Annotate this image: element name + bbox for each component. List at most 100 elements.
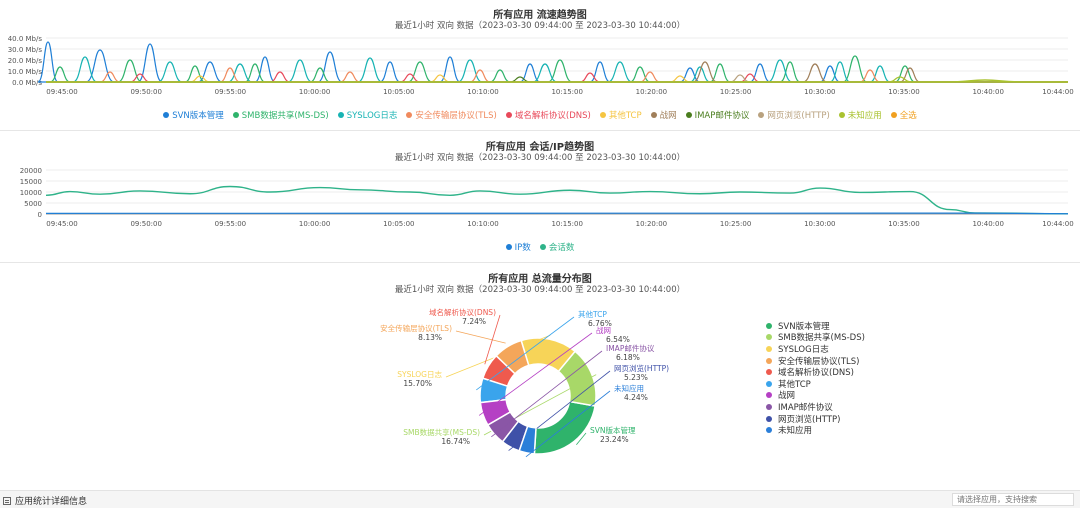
detail-title-text: 应用统计详细信息 [15,497,88,507]
detail-title[interactable]: 应用统计详细信息 [3,494,87,507]
pie-legend-label: 网页浏览(HTTP) [778,414,841,425]
pie-legend-item[interactable]: SMB数据共享(MS-DS) [766,332,865,344]
flow-x-tick: 10:15:00 [551,88,582,96]
divider-2 [0,262,1080,263]
flow-legend-label: 全选 [899,111,917,121]
flow-legend-item[interactable]: SVN版本管理 [163,109,224,121]
flow-legend-item[interactable]: IMAP邮件协议 [685,109,749,121]
legend-dot-icon [163,112,170,118]
pie-legend-label: SYSLOG日志 [778,344,829,355]
flow-legend-item[interactable]: 安全传输层协议(TLS) [406,109,497,121]
session-x-tick: 10:30:00 [804,220,835,228]
pie-legend-label: IMAP邮件协议 [778,402,833,413]
session-legend-item[interactable]: IP数 [505,241,531,253]
pie-label-line [484,314,501,365]
flow-x-tick: 10:20:00 [636,88,667,96]
pie-legend-item[interactable]: 安全传输层协议(TLS) [766,355,865,367]
pie-slice-pct: 8.13% [418,333,442,342]
pie-legend-item[interactable]: 战网 [766,390,865,401]
pie-chart-legend: SVN版本管理 SMB数据共享(MS-DS) SYSLOG日志 安全传输层协议(TLS… [766,320,865,436]
pie-legend-item[interactable]: 网页浏览(HTTP) [766,413,865,425]
pie-legend-item[interactable]: SYSLOG日志 [766,343,865,355]
pie-legend-label: 域名解析协议(DNS) [778,368,854,379]
pie-label-line [455,330,506,344]
session-legend-label: 会话数 [548,243,575,253]
flow-legend-item[interactable]: SMB数据共享(MS-DS) [232,109,329,121]
pie-label-line [478,332,593,416]
flow-legend-item[interactable]: 未知应用 [838,109,882,121]
legend-dot-icon [337,112,344,118]
session-chart-plot[interactable]: 20000 15000 10000 5000 0 09:45:00 09:50:00 09:5… [0,164,1080,234]
flow-series-line [37,41,1068,83]
pie-slice[interactable] [518,425,537,455]
session-y-tick: 15000 [20,178,42,186]
pie-legend-item[interactable]: 域名解析协议(DNS) [766,366,865,378]
pie-slice-pct: 6.18% [616,353,640,362]
session-x-tick: 10:35:00 [888,220,919,228]
flow-legend-item[interactable]: 其他TCP [599,109,642,121]
pie-legend-item[interactable]: 其他TCP [766,378,865,390]
pie-chart-subtitle: 最近1小时 双向 数据（2023-03-30 09:44:00 至 2023-0… [394,285,686,295]
flow-legend-item[interactable]: 域名解析协议(DNS) [505,109,591,121]
flow-legend-label: SVN版本管理 [172,111,224,121]
flow-y-tick: 30.0 Mb/s [8,46,43,54]
flow-y-tick: 20.0 Mb/s [8,57,43,65]
flow-series-line [46,71,1068,83]
app-search-input[interactable] [952,493,1074,506]
flow-legend-item[interactable]: 网页浏览(HTTP) [758,109,830,121]
session-chart-subtitle: 最近1小时 双向 数据（2023-03-30 09:44:00 至 2023-0… [394,153,686,163]
pie-legend-item[interactable]: 未知应用 [766,424,865,436]
pie-slice-label: 网页浏览(HTTP) [614,363,669,373]
flow-y-tick: 40.0 Mb/s [8,35,43,43]
pie-legend-label: SVN版本管理 [778,321,830,332]
session-legend-label: IP数 [514,243,531,253]
flow-x-tick: 10:10:00 [467,88,498,96]
flow-legend-label: 网页浏览(HTTP) [767,111,830,121]
flow-y-tick: 10.0 Mb/s [8,68,43,76]
legend-dot-icon [838,112,845,118]
flow-chart-plot[interactable]: 40.0 Mb/s 30.0 Mb/s 20.0 Mb/s 10.0 Mb/s 0.0 … [0,32,1080,102]
flow-x-tick: 10:35:00 [888,88,919,96]
pie-slice-label: IMAP邮件协议 [606,343,655,353]
session-y-tick: 10000 [20,189,42,197]
flow-legend-item[interactable]: 战网 [650,109,677,121]
flow-x-tick: 10:00:00 [299,88,330,96]
pie-slice-label: SYSLOG日志 [397,369,442,379]
legend-dot-icon [766,427,772,434]
flow-legend-label: 其他TCP [608,111,642,121]
flow-series-line [46,55,1068,83]
flow-legend-item[interactable]: SYSLOG日志 [337,109,397,121]
session-x-tick: 10:00:00 [299,220,330,228]
legend-dot-icon [766,415,772,422]
flow-legend-label: 未知应用 [847,111,882,121]
flow-chart-title: 所有应用 流速趋势图 [493,10,587,21]
flow-x-tick: 10:05:00 [383,88,414,96]
flow-y-tick: 0.0 Mb/s [12,79,42,87]
session-chart-legend: IP数 会话数 [0,241,1080,253]
pie-slice-label: 其他TCP [578,309,607,319]
pie-legend-label: 安全传输层协议(TLS) [778,356,860,367]
pie-legend-item[interactable]: IMAP邮件协议 [766,401,865,413]
flow-x-tick: 09:50:00 [130,88,161,96]
legend-dot-icon [232,112,239,118]
pie-slice-pct: 7.24% [462,317,486,326]
legend-dot-icon [766,369,772,376]
flow-legend-item[interactable]: 全选 [890,109,917,121]
pie-slice-pct: 6.54% [606,335,630,344]
flow-trend-panel: 所有应用 流速趋势图 最近1小时 双向 数据（2023-03-30 09:44:… [0,0,1080,128]
session-x-tick: 10:20:00 [636,220,667,228]
flow-x-tick: 10:30:00 [804,88,835,96]
flow-chart-subtitle: 最近1小时 双向 数据（2023-03-30 09:44:00 至 2023-0… [394,21,686,31]
legend-dot-icon [505,112,512,118]
pie-label-line [491,350,603,438]
flow-legend-label: 战网 [659,111,677,121]
session-legend-item[interactable]: 会话数 [539,241,575,253]
pie-legend-label: 其他TCP [778,379,811,390]
pie-legend-item[interactable]: SVN版本管理 [766,320,865,332]
pie-slice-pct: 16.74% [441,437,470,446]
pie-legend-label: SMB数据共享(MS-DS) [778,333,865,344]
pie-slice-pct: 4.24% [624,393,648,402]
pie-slice-pct: 5.23% [624,373,648,382]
session-y-tick: 0 [38,211,42,219]
